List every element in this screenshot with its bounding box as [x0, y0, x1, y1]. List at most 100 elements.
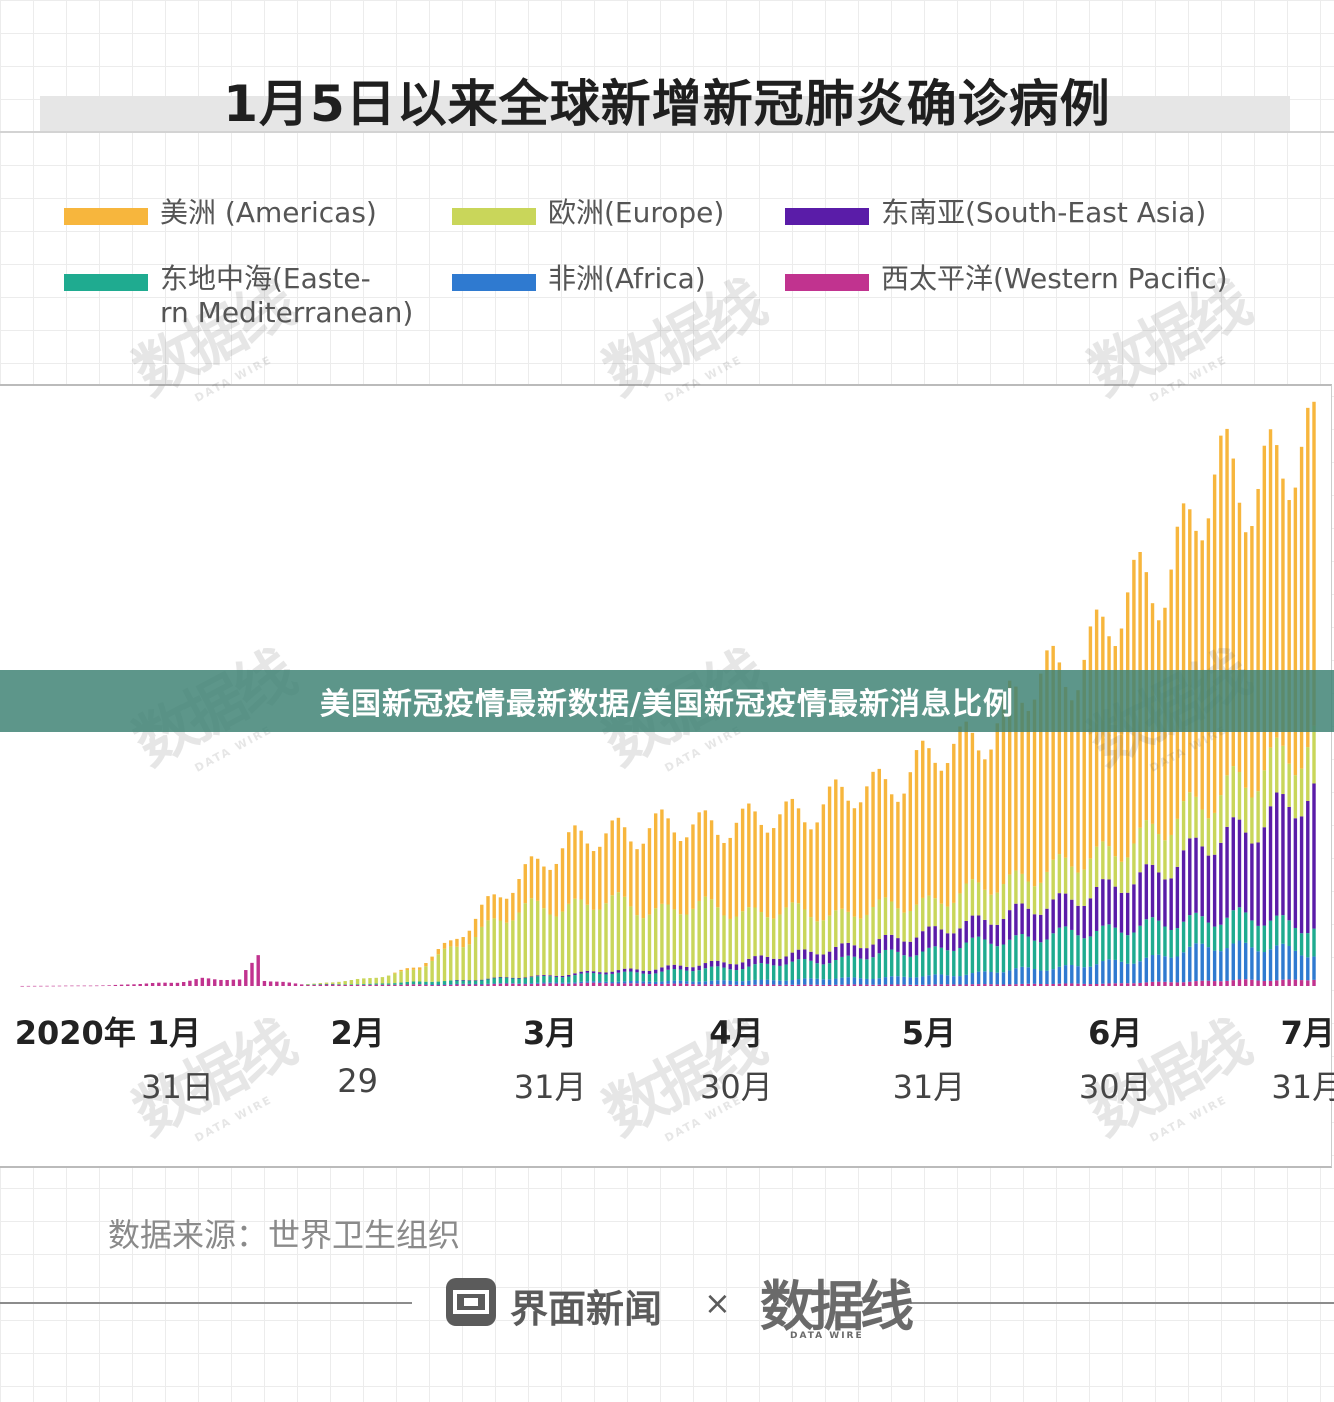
- bar-segment-east-med: [1113, 927, 1117, 960]
- bar-segment-americas: [622, 827, 627, 897]
- bar-segment-western-pacific: [678, 983, 683, 986]
- bar-segment-western-pacific: [958, 984, 962, 986]
- bar-segment-se-asia: [653, 969, 658, 974]
- bar-segment-east-med: [622, 971, 627, 982]
- bar-segment-western-pacific: [902, 984, 906, 986]
- bar-segment-east-med: [616, 972, 621, 982]
- bar-segment-east-med: [473, 980, 478, 984]
- bar-segment-americas: [1293, 487, 1298, 776]
- bar-segment-europe: [480, 926, 484, 980]
- bar-segment-se-asia: [927, 926, 931, 948]
- bar-segment-east-med: [709, 966, 714, 981]
- bar-segment-east-med: [858, 958, 863, 979]
- bar-segment-africa: [598, 981, 602, 983]
- bar-segment-western-pacific: [747, 984, 751, 986]
- bar-segment-europe: [958, 893, 962, 929]
- bar-segment-western-pacific: [1225, 980, 1229, 986]
- bar-segment-western-pacific: [1243, 979, 1248, 986]
- bar-segment-americas: [641, 843, 645, 919]
- bar-segment-east-med: [790, 961, 795, 981]
- bar-segment-europe: [697, 900, 701, 966]
- bar-segment-africa: [1014, 968, 1018, 985]
- bar-segment-americas: [809, 829, 813, 918]
- bar-segment-africa: [1250, 947, 1254, 980]
- bar-segment-western-pacific: [1063, 983, 1068, 986]
- datawire-logo-text: 数据线: [760, 1275, 914, 1338]
- bar-segment-western-pacific: [604, 983, 608, 986]
- bar-segment-western-pacific: [740, 984, 745, 986]
- bar-segment-western-pacific: [579, 983, 583, 986]
- bar-segment-western-pacific: [964, 984, 968, 986]
- bar-segment-se-asia: [567, 974, 571, 977]
- bar-segment-americas: [1107, 636, 1111, 847]
- bar-segment-africa: [796, 979, 801, 985]
- collab-times-sign: ×: [704, 1284, 731, 1322]
- bar-segment-se-asia: [1212, 854, 1217, 927]
- bar-segment-western-pacific: [417, 984, 422, 986]
- bar-segment-east-med: [653, 973, 658, 982]
- bar-segment-americas: [498, 897, 503, 921]
- x-tick-day-label: 30月: [1078, 1068, 1152, 1106]
- bar-segment-americas: [653, 813, 658, 909]
- bar-segment-americas: [573, 825, 577, 899]
- bar-segment-east-med: [1200, 916, 1204, 944]
- bar-segment-africa: [722, 980, 726, 985]
- bar-segment-western-pacific: [1070, 983, 1074, 986]
- bar-segment-se-asia: [1256, 842, 1260, 926]
- bar-segment-east-med: [573, 975, 577, 983]
- bar-segment-se-asia: [914, 937, 919, 956]
- bar-segment-africa: [877, 978, 881, 985]
- bar-segment-western-pacific: [535, 983, 540, 986]
- bar-segment-se-asia: [1113, 886, 1117, 928]
- bar-segment-americas: [983, 759, 987, 890]
- bar-segment-se-asia: [1287, 806, 1291, 921]
- bar-segment-se-asia: [467, 980, 472, 981]
- bar-segment-africa: [734, 981, 739, 985]
- bar-segment-africa: [467, 983, 472, 985]
- bar-segment-europe: [1225, 775, 1229, 827]
- bar-segment-americas: [834, 779, 838, 911]
- bar-segment-se-asia: [1094, 886, 1099, 931]
- bar-segment-americas: [610, 820, 614, 896]
- bar-segment-east-med: [1206, 922, 1211, 948]
- bar-segment-africa: [1144, 957, 1149, 983]
- bar-segment-europe: [796, 903, 801, 950]
- bar-segment-europe: [1138, 827, 1142, 873]
- bar-segment-africa: [492, 983, 496, 985]
- bar-segment-western-pacific: [144, 983, 149, 986]
- bar-segment-western-pacific: [231, 979, 236, 986]
- bar-segment-western-pacific: [1157, 981, 1161, 986]
- bar-segment-se-asia: [591, 971, 596, 974]
- bar-segment-western-pacific: [1237, 979, 1242, 986]
- bar-segment-east-med: [821, 964, 826, 980]
- bar-segment-se-asia: [846, 942, 850, 956]
- bar-segment-western-pacific: [989, 984, 993, 986]
- bar-segment-se-asia: [1076, 905, 1080, 936]
- bar-segment-east-med: [889, 949, 894, 977]
- bar-segment-europe: [753, 907, 757, 957]
- bar-segment-americas: [666, 818, 670, 905]
- bar-segment-africa: [573, 982, 577, 984]
- bar-segment-se-asia: [1001, 919, 1006, 945]
- bar-segment-se-asia: [871, 944, 875, 958]
- bar-segment-se-asia: [585, 970, 590, 973]
- bar-segment-western-pacific: [1082, 983, 1086, 986]
- x-tick-month-label: 3月: [522, 1014, 578, 1052]
- bar-segment-americas: [865, 786, 869, 915]
- bar-segment-africa: [1163, 956, 1167, 982]
- bar-segment-americas: [921, 740, 925, 898]
- bar-segment-western-pacific: [299, 984, 304, 986]
- bar-segment-americas: [1206, 518, 1211, 819]
- bar-segment-europe: [1057, 854, 1062, 894]
- bar-segment-africa: [480, 983, 484, 985]
- bar-segment-east-med: [1231, 910, 1235, 944]
- bar-segment-western-pacific: [653, 984, 658, 986]
- bar-segment-americas: [771, 828, 776, 919]
- bar-segment-europe: [386, 975, 391, 984]
- bar-segment-east-med: [417, 981, 422, 985]
- bar-segment-east-med: [995, 946, 999, 973]
- bar-segment-western-pacific: [858, 984, 863, 986]
- bar-segment-americas: [952, 743, 956, 903]
- bar-segment-americas: [1076, 690, 1080, 873]
- bar-segment-east-med: [1101, 925, 1105, 962]
